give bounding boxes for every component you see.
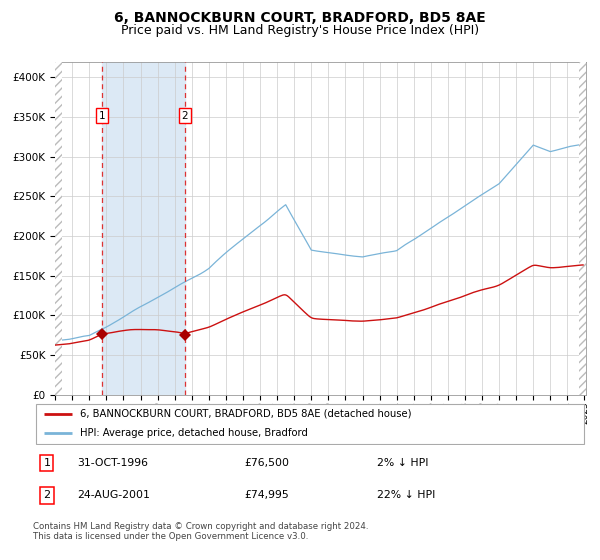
Bar: [55, 62, 62, 395]
Text: 1: 1: [99, 110, 106, 120]
Text: £76,500: £76,500: [244, 458, 289, 468]
Text: 2% ↓ HPI: 2% ↓ HPI: [377, 458, 428, 468]
Text: 2: 2: [43, 491, 50, 501]
Text: 1: 1: [43, 458, 50, 468]
Text: Price paid vs. HM Land Registry's House Price Index (HPI): Price paid vs. HM Land Registry's House …: [121, 24, 479, 37]
Text: 22% ↓ HPI: 22% ↓ HPI: [377, 491, 436, 501]
Text: 6, BANNOCKBURN COURT, BRADFORD, BD5 8AE (detached house): 6, BANNOCKBURN COURT, BRADFORD, BD5 8AE …: [80, 409, 412, 419]
Text: 2: 2: [181, 110, 188, 120]
Text: Contains HM Land Registry data © Crown copyright and database right 2024.
This d: Contains HM Land Registry data © Crown c…: [33, 522, 368, 542]
Text: HPI: Average price, detached house, Bradford: HPI: Average price, detached house, Brad…: [80, 428, 308, 438]
Bar: [102, 62, 185, 395]
FancyBboxPatch shape: [36, 404, 584, 445]
Text: 31-OCT-1996: 31-OCT-1996: [77, 458, 148, 468]
Text: 6, BANNOCKBURN COURT, BRADFORD, BD5 8AE: 6, BANNOCKBURN COURT, BRADFORD, BD5 8AE: [114, 11, 486, 25]
Text: £74,995: £74,995: [244, 491, 289, 501]
Text: 24-AUG-2001: 24-AUG-2001: [77, 491, 150, 501]
Bar: [579, 62, 587, 395]
